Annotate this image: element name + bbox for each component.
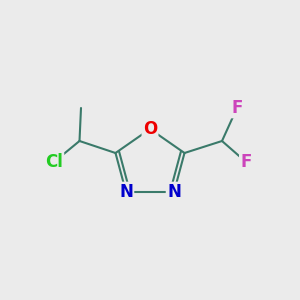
Text: N: N	[119, 183, 133, 201]
Text: O: O	[143, 120, 157, 138]
Text: N: N	[167, 183, 181, 201]
Text: F: F	[231, 99, 243, 117]
Text: F: F	[240, 153, 252, 171]
Text: Cl: Cl	[45, 153, 63, 171]
